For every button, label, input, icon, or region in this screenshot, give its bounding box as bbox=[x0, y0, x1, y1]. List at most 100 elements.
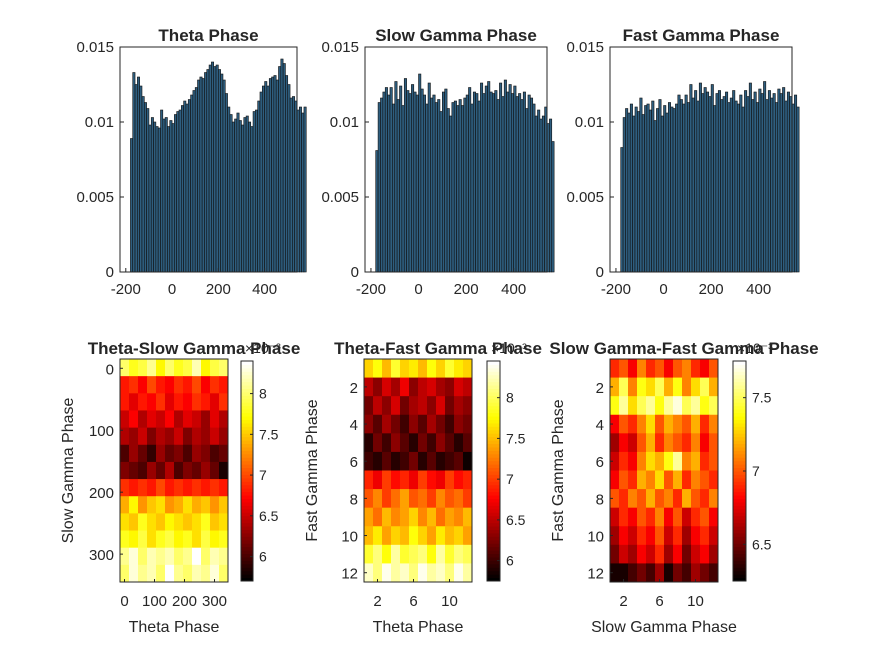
colorbar-segment bbox=[241, 391, 253, 396]
heatmap-cell bbox=[210, 530, 220, 549]
heatmap-cell bbox=[147, 359, 157, 377]
heatmap-cell bbox=[382, 414, 392, 434]
heatmap-cell bbox=[192, 427, 202, 446]
colorbar-segment bbox=[487, 371, 500, 376]
heatmap-cell bbox=[391, 377, 401, 397]
colorbar-segment bbox=[241, 405, 253, 410]
colorbar-segment bbox=[487, 426, 500, 431]
heatmap-cell bbox=[210, 410, 220, 429]
histogram-bar bbox=[243, 117, 247, 273]
heatmap-cell bbox=[165, 564, 175, 583]
colorbar-segment bbox=[241, 570, 253, 575]
heatmap-cell bbox=[427, 563, 437, 583]
colorbar-segment bbox=[733, 546, 746, 551]
heatmap-cell bbox=[364, 526, 374, 546]
histogram-bar bbox=[511, 93, 514, 273]
heatmap-cell bbox=[147, 376, 157, 394]
colorbar-segment bbox=[241, 563, 253, 568]
heatmap-cell bbox=[210, 496, 220, 514]
colorbar-segment bbox=[241, 536, 253, 541]
histogram-bar bbox=[139, 85, 143, 273]
heatmap-cell bbox=[655, 563, 665, 583]
colorbar-segment bbox=[733, 419, 746, 424]
heatmap-cell bbox=[138, 444, 148, 463]
heatmap-cell bbox=[664, 451, 674, 471]
colorbar-segment bbox=[487, 412, 500, 417]
heatmap-cell bbox=[192, 479, 202, 497]
heatmap-cell bbox=[400, 526, 410, 546]
heatmap-cell bbox=[628, 563, 638, 583]
heatmap-cell bbox=[418, 470, 428, 490]
histogram-bar bbox=[162, 118, 166, 273]
x-tick-label: 6 bbox=[409, 593, 417, 610]
heatmap-cell bbox=[409, 489, 419, 509]
colorbar-segment bbox=[733, 471, 746, 475]
heatmap-cell bbox=[463, 507, 473, 527]
colorbar-segment bbox=[241, 567, 253, 572]
heatmap-cell bbox=[463, 377, 473, 397]
heatmap-cell bbox=[391, 563, 401, 583]
heatmap-cell bbox=[691, 544, 701, 564]
heatmap-cell bbox=[655, 414, 665, 434]
heatmap-cell bbox=[673, 526, 683, 546]
colorbar-segment bbox=[241, 374, 253, 379]
heatmap-cell bbox=[219, 547, 229, 566]
colorbar-segment bbox=[241, 385, 253, 389]
axes-box bbox=[609, 358, 719, 583]
colorbar-segment bbox=[241, 556, 253, 561]
heatmap-cell bbox=[646, 544, 656, 564]
histogram-bar bbox=[708, 96, 712, 273]
heatmap-cell bbox=[664, 563, 674, 583]
heatmap-cell bbox=[382, 544, 392, 564]
histogram-bar bbox=[496, 99, 500, 273]
heatmap-cell bbox=[165, 393, 175, 411]
colorbar-segment bbox=[733, 526, 746, 530]
chart-title: Theta Phase bbox=[158, 26, 258, 45]
heatmap-cell bbox=[373, 470, 383, 490]
colorbar-segment bbox=[733, 460, 746, 465]
colorbar-segment bbox=[733, 481, 746, 486]
colorbar-segment bbox=[733, 409, 746, 414]
heatmap-cell bbox=[673, 377, 683, 397]
heatmap-cell bbox=[655, 507, 665, 527]
heatmap-cell bbox=[673, 507, 683, 527]
heatmap-cell bbox=[664, 433, 674, 453]
heatmap-cell bbox=[373, 359, 383, 378]
heatmap-cell bbox=[619, 451, 629, 471]
heatmap-cell bbox=[454, 526, 464, 546]
colorbar-segment bbox=[733, 567, 746, 572]
colorbar-segment bbox=[733, 398, 746, 403]
heatmap-cell bbox=[646, 470, 656, 490]
heatmap-cell bbox=[619, 414, 629, 434]
heatmap-cell bbox=[445, 377, 455, 397]
heatmap-cell bbox=[646, 507, 656, 527]
colorbar-segment bbox=[241, 550, 253, 554]
y-tick-label: 200 bbox=[89, 485, 114, 502]
heatmap-cell bbox=[210, 479, 220, 497]
heatmap-cell bbox=[700, 563, 710, 583]
axes-box bbox=[119, 46, 298, 273]
heatmap-cell bbox=[700, 470, 710, 490]
histogram-bar bbox=[403, 78, 407, 273]
histogram-bar bbox=[663, 105, 667, 273]
colorbar-segment bbox=[733, 433, 746, 438]
heatmap-cell bbox=[192, 410, 202, 429]
histogram-bar bbox=[727, 102, 731, 273]
histogram-bar bbox=[720, 99, 724, 273]
histogram-bar bbox=[741, 106, 745, 273]
histogram-bar bbox=[756, 102, 759, 273]
heatmap-cell bbox=[210, 393, 220, 411]
heatmap-cell bbox=[364, 433, 374, 453]
colorbar-segment bbox=[241, 498, 253, 503]
heatmap-cell bbox=[637, 507, 647, 527]
histogram-bar bbox=[475, 93, 479, 273]
heatmap-cell bbox=[165, 410, 175, 429]
histogram-bar bbox=[453, 100, 457, 273]
colorbar-segment bbox=[733, 388, 746, 393]
histogram-bar bbox=[248, 121, 252, 273]
colorbar-segment bbox=[487, 546, 500, 551]
x-tick-label: 200 bbox=[699, 281, 724, 298]
colorbar-segment bbox=[241, 495, 253, 499]
heatmap-cell bbox=[463, 526, 473, 546]
